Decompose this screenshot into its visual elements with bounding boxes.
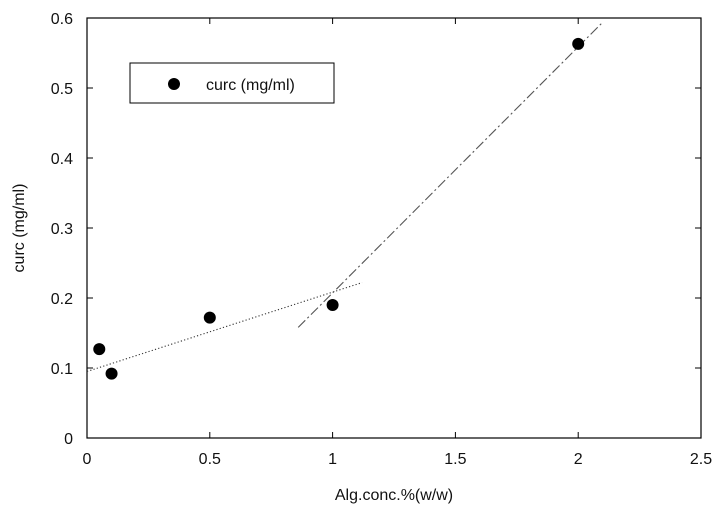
x-tick-label: 0 — [83, 451, 92, 468]
data-point — [105, 367, 118, 380]
x-axis-label: Alg.conc.%(w/w) — [335, 487, 453, 504]
x-tick-label: 0.5 — [199, 451, 221, 468]
trend-line-2 — [297, 21, 604, 328]
data-point — [93, 343, 106, 356]
trend-lines — [86, 21, 604, 373]
data-point — [203, 311, 216, 324]
trend-line-1 — [86, 282, 363, 373]
y-tick-label: 0.6 — [51, 11, 73, 28]
legend-box — [129, 62, 335, 104]
legend-label: curc (mg/ml) — [206, 77, 295, 94]
y-tick-label: 0.3 — [51, 221, 73, 238]
y-tick-label: 0.1 — [51, 361, 73, 378]
y-tick-label: 0 — [64, 431, 73, 448]
axis-ticks: 0 0.5 1 1.5 2 2.5 0 0.1 0.2 0.3 0.4 0.5 0.6 — [51, 11, 712, 468]
data-point — [572, 37, 585, 50]
legend: curc (mg/ml) — [129, 62, 335, 104]
y-tick-label: 0.2 — [51, 291, 73, 308]
x-tick-label: 2.5 — [690, 451, 712, 468]
x-tick-label: 2 — [574, 451, 583, 468]
y-tick-label: 0.5 — [51, 81, 73, 98]
data-points — [93, 37, 585, 380]
y-tick-label: 0.4 — [51, 151, 73, 168]
legend-marker — [168, 78, 180, 90]
data-point — [326, 299, 339, 311]
x-tick-label: 1.5 — [444, 451, 466, 468]
x-tick-label: 1 — [328, 451, 337, 468]
y-axis-label: curc (mg/ml) — [11, 184, 28, 273]
